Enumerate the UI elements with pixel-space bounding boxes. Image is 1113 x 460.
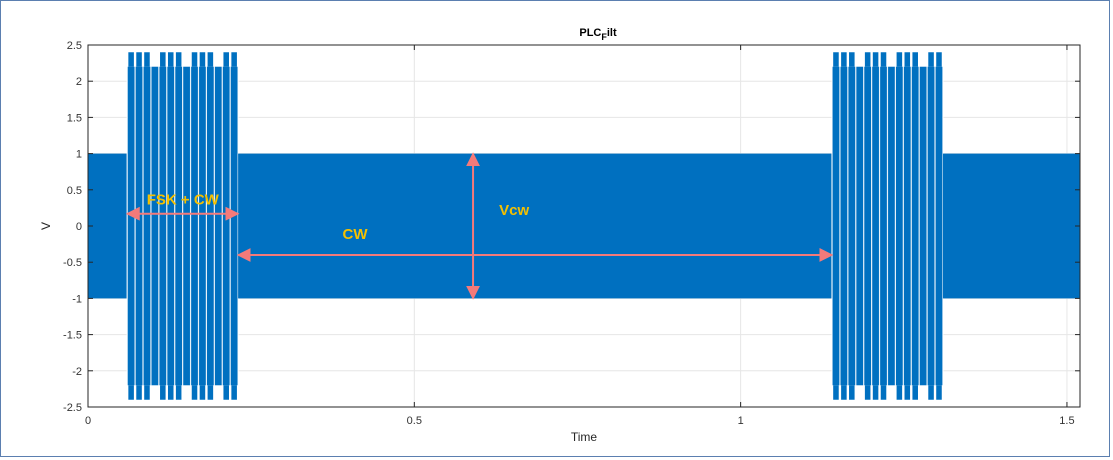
- y-tick-label: 2.5: [67, 40, 82, 52]
- y-axis-label: V: [39, 222, 53, 230]
- annotations: FSK + CW CW Vcw: [125, 152, 834, 300]
- x-tick-label: 0.5: [407, 415, 422, 427]
- y-tick-label: -1.5: [63, 330, 82, 342]
- signal-peaks-bottom: [128, 385, 237, 400]
- y-tick-label: -2: [72, 366, 82, 378]
- signal-series: [88, 52, 1080, 400]
- signal-striations: [126, 52, 239, 400]
- x-tick-label: 1.5: [1059, 415, 1074, 427]
- signal-segment-cw: [238, 153, 832, 299]
- signal-peaks-bottom: [833, 385, 942, 400]
- x-axis-label: Time: [571, 430, 598, 444]
- annotation-label: CW: [343, 226, 369, 243]
- y-tick-label: 1: [76, 149, 82, 161]
- x-tick-label: 1: [738, 415, 744, 427]
- signal-segment-cw: [942, 153, 1080, 299]
- y-tick-label: 1.5: [67, 112, 82, 124]
- y-tick-label: -1: [72, 293, 82, 305]
- axes: 0 0.5 1 1.5 2.5 2 1.5 1 0.5 0 -0.5 -1 -1.5 -2 -2.5: [63, 40, 1081, 427]
- annotation-label: FSK + CW: [147, 191, 220, 208]
- y-tick-label: -0.5: [63, 257, 82, 269]
- signal-segment-cw: [88, 153, 128, 299]
- y-tick-label: -2.5: [63, 402, 82, 414]
- y-tick-label: 0.5: [67, 185, 82, 197]
- y-tick-label: 2: [76, 76, 82, 88]
- x-tick-label: 0: [85, 415, 91, 427]
- signal-peaks-top: [128, 52, 237, 67]
- annotation-label: Vcw: [499, 202, 529, 219]
- signal-peaks-top: [833, 52, 942, 67]
- chart-title: PLCFilt: [579, 27, 617, 42]
- y-tick-label: 0: [76, 221, 82, 233]
- signal-striations: [831, 52, 944, 400]
